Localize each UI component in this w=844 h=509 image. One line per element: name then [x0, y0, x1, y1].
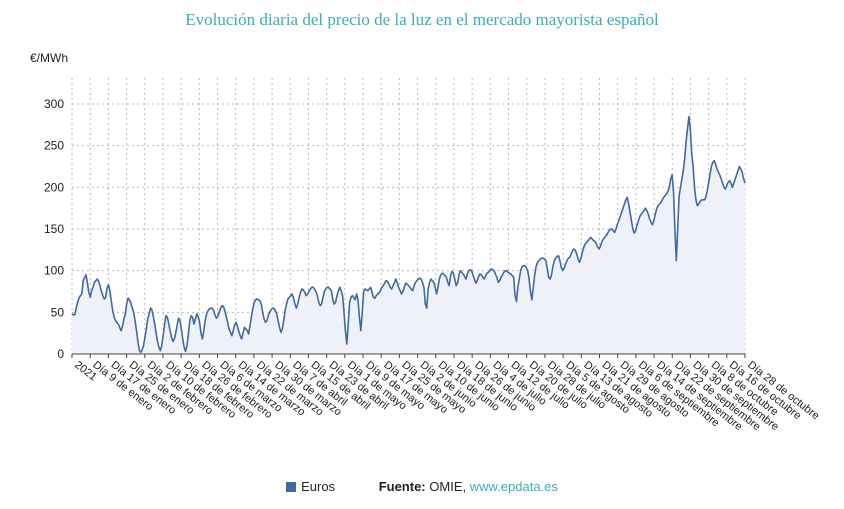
chart-footer: Euros Fuente: OMIE, www.epdata.es — [0, 479, 844, 494]
y-axis-ticks: 0 50 100 150 200 250 300 — [44, 97, 64, 361]
y-tick-label: 250 — [44, 139, 64, 153]
series-line-euros — [71, 115, 746, 354]
y-tick-label: 0 — [57, 347, 64, 361]
y-tick-label: 50 — [51, 305, 65, 319]
source-link[interactable]: www.epdata.es — [469, 479, 558, 494]
chart-title: Evolución diaria del precio de la luz en… — [185, 10, 659, 29]
y-tick-label: 100 — [44, 264, 64, 278]
legend-swatch — [286, 482, 297, 492]
source-label: Fuente: — [378, 479, 426, 494]
series-area-euros — [72, 116, 745, 354]
y-tick-label: 200 — [44, 180, 64, 194]
source-name: OMIE, — [429, 479, 467, 494]
y-unit-label: €/MWh — [30, 51, 68, 65]
y-tick-label: 300 — [44, 97, 64, 111]
y-tick-label: 150 — [44, 222, 64, 236]
legend-label: Euros — [301, 479, 336, 494]
